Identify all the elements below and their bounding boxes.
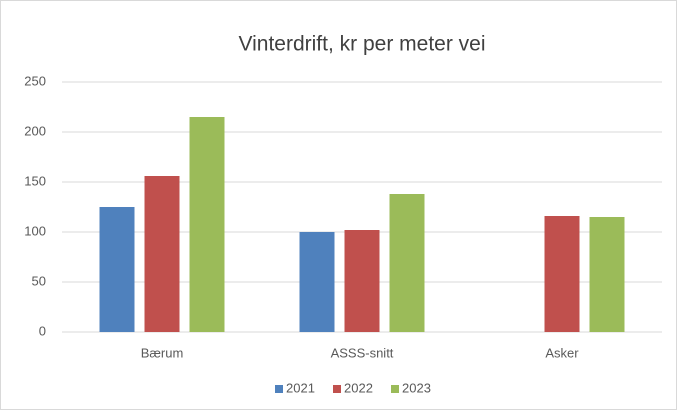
x-tick-label: Bærum — [141, 345, 184, 360]
chart-title: Vinterdrift, kr per meter vei — [238, 33, 485, 56]
legend-swatch — [391, 385, 399, 393]
y-tick-label: 0 — [39, 323, 46, 338]
bar — [189, 117, 225, 332]
bar — [144, 176, 180, 332]
legend-swatch — [275, 385, 283, 393]
y-tick-label: 250 — [24, 73, 46, 88]
bar — [389, 194, 425, 332]
bar — [99, 207, 135, 332]
bar — [589, 217, 625, 332]
legend-label: 2021 — [286, 380, 315, 395]
legend-label: 2022 — [344, 380, 373, 395]
y-tick-label: 200 — [24, 123, 46, 138]
x-tick-label: ASSS-snitt — [331, 345, 394, 360]
bar — [299, 232, 335, 332]
legend-label: 2023 — [402, 380, 431, 395]
legend-swatch — [333, 385, 341, 393]
bar — [344, 230, 380, 332]
y-tick-label: 150 — [24, 173, 46, 188]
y-tick-label: 100 — [24, 223, 46, 238]
y-tick-label: 50 — [32, 273, 46, 288]
x-tick-label: Asker — [545, 345, 579, 360]
bar — [544, 216, 580, 332]
